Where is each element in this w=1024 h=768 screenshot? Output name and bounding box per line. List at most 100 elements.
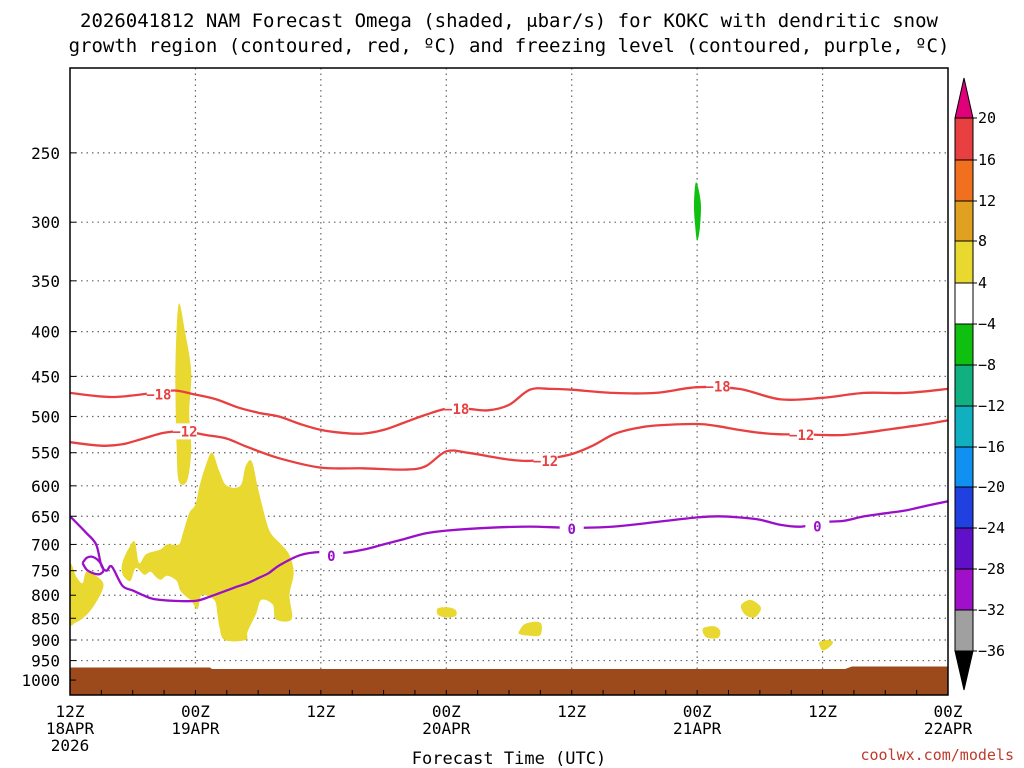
omega-shade-region xyxy=(436,607,457,618)
y-tick-label: 750 xyxy=(31,562,60,581)
contour-line xyxy=(81,555,105,576)
colorbar-swatch xyxy=(954,282,974,325)
contour-label-bg xyxy=(146,386,171,403)
colorbar-label: −28 xyxy=(978,560,1005,578)
colorbar-label: −4 xyxy=(978,315,996,333)
colorbar-swatch xyxy=(954,364,974,407)
contour-label: −12 xyxy=(533,454,558,470)
colorbar-label: −8 xyxy=(978,356,996,374)
contour-label: −18 xyxy=(444,402,469,418)
colorbar-label: 4 xyxy=(978,274,987,292)
colorbar-swatch xyxy=(954,486,974,529)
contour-label: 0 xyxy=(813,520,821,536)
colorbar-swatch xyxy=(954,609,974,652)
contour-line xyxy=(70,500,948,603)
contour-label-bg xyxy=(533,452,558,469)
x-tick-label: 12Z xyxy=(808,702,837,721)
contour-label: −12 xyxy=(789,428,814,444)
y-tick-label: 250 xyxy=(31,144,60,163)
x-tick-label: 00Z xyxy=(181,702,210,721)
contour-label-bg xyxy=(805,518,830,535)
omega-shade-region xyxy=(702,626,721,639)
chart-title-line1: 2026041812 NAM Forecast Omega (shaded, μ… xyxy=(80,10,938,32)
y-tick-label: 550 xyxy=(31,444,60,463)
colorbar-bottom-triangle xyxy=(954,650,974,691)
x-tick-label: 12Z xyxy=(557,702,586,721)
y-tick-label: 300 xyxy=(31,213,60,232)
colorbar-label: −16 xyxy=(978,438,1005,456)
colorbar-label: −12 xyxy=(978,397,1005,415)
colorbar-swatch xyxy=(954,446,974,488)
contour-label: −18 xyxy=(705,379,730,395)
colorbar-swatch xyxy=(954,159,974,202)
y-tick-label: 600 xyxy=(31,477,60,496)
colorbar-top-triangle xyxy=(954,77,974,119)
ground-surface xyxy=(70,666,948,695)
colorbar-swatch xyxy=(954,405,974,448)
credit-text: coolwx.com/models xyxy=(860,746,1014,764)
x-tick-label: 12Z xyxy=(56,702,85,721)
contour-label: 0 xyxy=(327,549,335,565)
contour-label: 0 xyxy=(567,522,575,538)
contours xyxy=(70,385,948,603)
x-tick-label: 12Z xyxy=(306,702,335,721)
x-tick-label: 00Z xyxy=(432,702,461,721)
omega-shade-region xyxy=(818,640,834,651)
contour-label-bg xyxy=(559,520,584,537)
plot-frame xyxy=(69,67,949,696)
omega-shading xyxy=(70,182,834,651)
y-tick-label: 700 xyxy=(31,535,60,554)
contour-label-bg xyxy=(706,378,731,395)
y-tick-label: 650 xyxy=(31,507,60,526)
y-tick-label: 350 xyxy=(31,272,60,291)
colorbar-label: −36 xyxy=(978,642,1005,660)
contour-line xyxy=(70,385,948,435)
omega-shade-region xyxy=(518,621,542,637)
y-tick-label: 1000 xyxy=(21,671,60,690)
contour-label-bg xyxy=(789,427,814,444)
x-tick-label: 18APR xyxy=(46,719,95,738)
chart-title-line2: growth region (contoured, red, ºC) and f… xyxy=(69,35,950,57)
omega-shade-region xyxy=(740,599,761,618)
colorbar-label: 16 xyxy=(978,151,996,169)
y-tick-label: 800 xyxy=(31,586,60,605)
colorbar-label: 8 xyxy=(978,232,987,250)
ground-fill xyxy=(70,666,948,695)
contour-label-bg xyxy=(444,400,469,417)
grid-lines xyxy=(70,68,948,695)
colorbar-swatch xyxy=(954,323,974,366)
colorbar-label: −20 xyxy=(978,478,1005,496)
x-tick-label: 19APR xyxy=(171,719,220,738)
y-tick-label: 950 xyxy=(31,652,60,671)
omega-shade-region xyxy=(693,182,701,241)
y-tick-label: 450 xyxy=(31,367,60,386)
colorbar-swatch xyxy=(954,568,974,611)
colorbar-label: −24 xyxy=(978,519,1005,537)
colorbar-label: 20 xyxy=(978,109,996,127)
omega-shade-region xyxy=(175,303,192,485)
y-tick-label: 850 xyxy=(31,609,60,628)
x-tick-label: 00Z xyxy=(934,702,963,721)
contour-label-bg xyxy=(172,423,197,440)
contour-line xyxy=(70,419,948,471)
contour-label: −18 xyxy=(146,388,171,404)
y-tick-label: 900 xyxy=(31,631,60,650)
colorbar-swatch xyxy=(954,117,974,161)
x-tick-label: 2026 xyxy=(51,736,90,755)
x-axis-label: Forecast Time (UTC) xyxy=(412,749,606,768)
x-tick-label: 00Z xyxy=(683,702,712,721)
contour-label-bg xyxy=(319,548,344,565)
colorbar-swatch xyxy=(954,200,974,242)
colorbar-label: 12 xyxy=(978,192,996,210)
x-tick-label: 20APR xyxy=(422,719,471,738)
x-tick-label: 21APR xyxy=(673,719,722,738)
omega-shade-region xyxy=(121,452,294,642)
colorbar: 20 16 12 8 4 −4 −8 −12 −16 −20 −24 −28 −32 −36 xyxy=(954,77,1005,691)
colorbar-swatch xyxy=(954,240,974,284)
y-axis-ticks: 250 300 350 400 450 500 550 600 650 700 750 800 850 9… xyxy=(21,144,76,690)
x-tick-label: 22APR xyxy=(924,719,973,738)
omega-shade-region xyxy=(70,563,104,626)
contour-labels: −18 −18 −18 −12 −12 −12 0 0 0 xyxy=(146,378,830,565)
